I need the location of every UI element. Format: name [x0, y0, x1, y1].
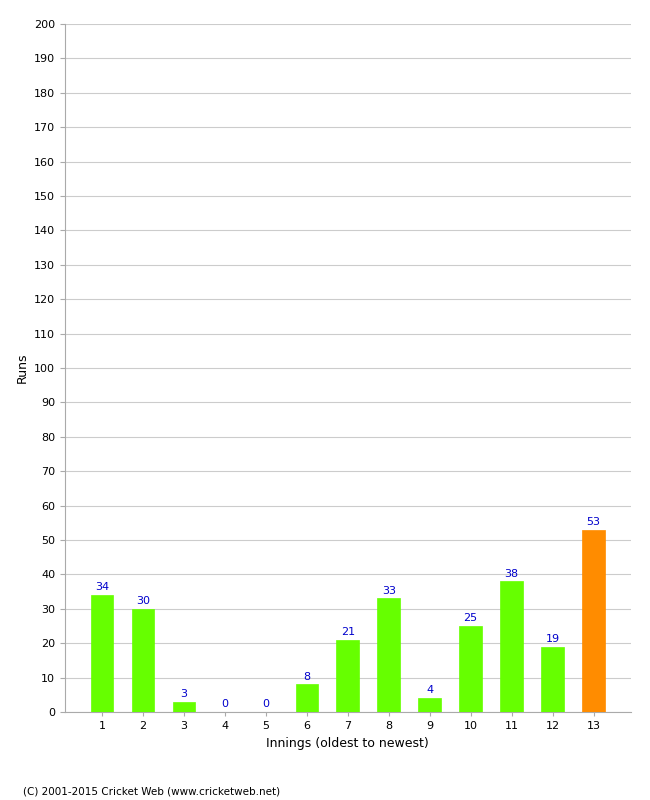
Bar	[541, 646, 564, 712]
Text: 0: 0	[222, 699, 228, 710]
Bar	[296, 685, 318, 712]
Text: 30: 30	[136, 596, 150, 606]
Text: 34: 34	[95, 582, 109, 592]
Text: 4: 4	[426, 686, 434, 695]
Text: 25: 25	[463, 614, 478, 623]
Bar	[91, 595, 113, 712]
Text: 53: 53	[586, 517, 601, 527]
Text: 8: 8	[303, 672, 310, 682]
Bar	[500, 582, 523, 712]
Bar	[582, 530, 604, 712]
Text: 19: 19	[545, 634, 560, 644]
Y-axis label: Runs: Runs	[16, 353, 29, 383]
Text: 21: 21	[341, 627, 355, 637]
Bar	[132, 609, 154, 712]
Text: 0: 0	[263, 699, 269, 710]
Bar	[378, 598, 400, 712]
Bar	[419, 698, 441, 712]
X-axis label: Innings (oldest to newest): Innings (oldest to newest)	[266, 737, 429, 750]
Text: 3: 3	[181, 689, 187, 699]
Bar	[337, 640, 359, 712]
Text: 33: 33	[382, 586, 396, 596]
Text: (C) 2001-2015 Cricket Web (www.cricketweb.net): (C) 2001-2015 Cricket Web (www.cricketwe…	[23, 786, 280, 796]
Text: 38: 38	[504, 569, 519, 578]
Bar	[173, 702, 195, 712]
Bar	[460, 626, 482, 712]
